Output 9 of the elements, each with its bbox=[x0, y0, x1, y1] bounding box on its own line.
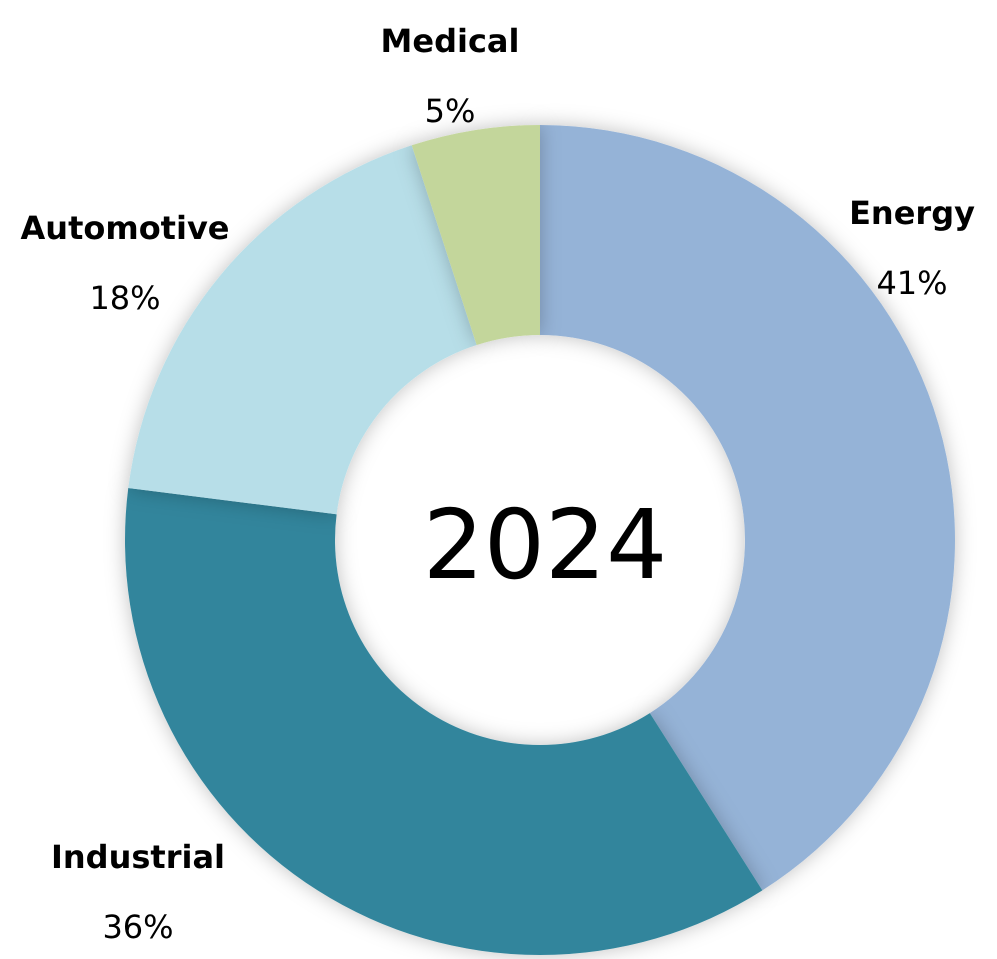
data-label: 36% bbox=[102, 908, 174, 946]
slice-label: Automotive bbox=[20, 209, 230, 247]
slice-label: Industrial bbox=[50, 838, 226, 876]
data-label: 18% bbox=[89, 279, 161, 317]
text: 2024 bbox=[422, 489, 668, 601]
data-label: 41% bbox=[876, 264, 948, 302]
slice-label: Medical bbox=[380, 22, 520, 60]
data-label: 5% bbox=[424, 92, 476, 130]
slice-label: Energy bbox=[849, 194, 976, 232]
